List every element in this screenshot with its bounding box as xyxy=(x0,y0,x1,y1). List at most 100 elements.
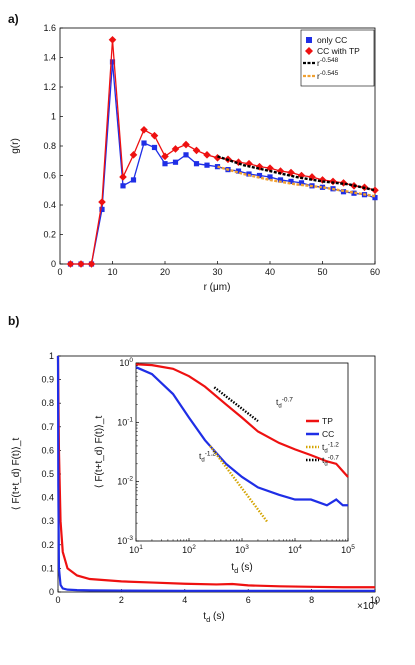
chart-a-ytick-label: 0.8 xyxy=(43,141,56,151)
chart-a-point-only-cc xyxy=(120,183,126,189)
inset-series xyxy=(135,363,349,523)
legend-marker-cc-with-tp xyxy=(305,47,313,55)
chart-b-series xyxy=(56,355,375,592)
chart-b-x-multiplier: ×104 xyxy=(357,600,378,612)
panel-label-b: b) xyxy=(8,314,19,328)
chart-b-xtick-label: 8 xyxy=(309,595,314,605)
chart-a-point-cc-with-tp xyxy=(287,168,295,177)
chart-a-point-cc-with-tp xyxy=(140,125,148,134)
chart-a-point-only-cc xyxy=(99,206,105,213)
chart-a-point-cc-with-tp xyxy=(98,198,106,206)
chart-a-point-cc-with-tp xyxy=(203,151,211,159)
chart-a-point-only-cc xyxy=(298,180,305,186)
chart-b-ytick-label: 0 xyxy=(49,587,54,597)
chart-b-inset: 101 102 103 104 105 10-3 10-2 10-1 100 td (s) ⟨ … xyxy=(94,357,355,575)
chart-a-point-cc-with-tp xyxy=(129,151,138,159)
chart-b-xtick-label: 10 xyxy=(370,595,380,605)
chart-a-point-only-cc xyxy=(319,184,326,190)
inset-xtick-label: 105 xyxy=(341,544,355,555)
inset-xlabel: td (s) xyxy=(231,562,252,575)
chart-a-xtick-label: 20 xyxy=(160,267,170,277)
chart-a-point-cc-with-tp xyxy=(119,173,127,181)
inset-ylabel: ⟨ F(t+t_d) F(t)⟩_t xyxy=(94,416,105,489)
inset-annotation-td-07: td-0.7 xyxy=(276,397,293,410)
chart-a-series-r-0-545 xyxy=(217,165,376,198)
chart-a-point-cc-with-tp xyxy=(192,146,201,155)
chart-b-ytick-label: 0.6 xyxy=(41,445,54,455)
chart-a-point-only-cc xyxy=(193,161,200,167)
chart-b-ytick-label: 1 xyxy=(49,351,54,361)
chart-a-ytick-label: 1.2 xyxy=(43,82,56,92)
chart-a: 0 10 20 30 40 50 60 0 0.2 0.4 0.6 0.8 1 1.2 1.4 1.6 r (… xyxy=(10,23,380,293)
inset-legend-label-tp: TP xyxy=(322,416,333,426)
chart-a-xtick-label: 40 xyxy=(265,267,275,277)
chart-a-point-cc-with-tp xyxy=(171,145,180,153)
chart-a-point-only-cc xyxy=(351,190,357,196)
chart-a-point-cc-with-tp xyxy=(108,36,117,44)
inset-annotation-td-12: td-1.2 xyxy=(199,451,216,464)
chart-a-point-only-cc xyxy=(256,172,263,179)
chart-a-ticks: 0 10 20 30 40 50 60 0 0.2 0.4 0.6 0.8 1 1.2 1.4 1.6 xyxy=(43,23,380,277)
chart-a-point-cc-with-tp xyxy=(276,167,285,175)
inset-ytick-label: 10-3 xyxy=(117,535,133,546)
chart-a-point-cc-with-tp xyxy=(297,171,306,180)
chart-a-point-only-cc xyxy=(204,162,210,168)
chart-a-ylabel: g(r) xyxy=(10,138,21,154)
chart-a-point-only-cc xyxy=(109,59,116,65)
chart-a-xtick-label: 0 xyxy=(57,267,62,277)
panel-label-a: a) xyxy=(8,12,19,26)
chart-b-xtick-label: 0 xyxy=(55,595,60,605)
inset-ytick-label: 10-2 xyxy=(117,476,133,487)
chart-a-point-cc-with-tp xyxy=(66,260,75,268)
chart-b-series-tp xyxy=(56,355,375,589)
chart-a-point-cc-with-tp xyxy=(150,131,159,140)
chart-b-ytick-label: 0.7 xyxy=(41,422,54,432)
inset-series-cc xyxy=(135,366,348,507)
inset-series-tp xyxy=(135,363,349,478)
chart-a-ytick-label: 1 xyxy=(51,112,56,122)
chart-a-point-only-cc xyxy=(151,144,158,151)
legend-label-cc-with-tp: CC with TP xyxy=(317,46,360,56)
chart-b-ytick-label: 0.1 xyxy=(41,563,54,573)
chart-b-xtick-label: 4 xyxy=(182,595,187,605)
chart-a-point-only-cc xyxy=(288,178,294,184)
chart-a-point-only-cc xyxy=(267,174,273,180)
chart-a-point-only-cc xyxy=(141,140,147,146)
chart-b-ylabel: ⟨ F(t+t_d) F(t)⟩_t xyxy=(11,438,22,511)
inset-xtick-label: 101 xyxy=(129,544,143,555)
chart-a-ytick-label: 1.4 xyxy=(43,53,56,63)
chart-a-ytick-label: 0.4 xyxy=(43,200,56,210)
chart-b-ytick-label: 0.9 xyxy=(41,375,54,385)
chart-a-xtick-label: 60 xyxy=(370,267,380,277)
chart-a-point-cc-with-tp xyxy=(182,140,190,149)
chart-a-series xyxy=(66,36,379,268)
chart-b-series-cc xyxy=(56,355,375,592)
inset-legend-label-td-12: td-1.2 xyxy=(322,442,339,455)
inset-series-t-d-1-2 xyxy=(209,445,269,523)
legend-marker-only-cc xyxy=(306,37,312,43)
chart-a-series-r-0-548 xyxy=(217,155,376,192)
chart-a-point-only-cc xyxy=(130,177,137,183)
inset-legend: TP CC td-1.2 td-0.7 xyxy=(306,416,339,468)
chart-b-ytick-label: 0.2 xyxy=(41,540,54,550)
chart-a-ytick-label: 1.6 xyxy=(43,23,56,33)
chart-b-ytick-label: 0.5 xyxy=(41,469,54,479)
chart-a-point-cc-with-tp xyxy=(371,186,379,195)
inset-ticks: 101 102 103 104 105 10-3 10-2 10-1 100 xyxy=(117,357,355,555)
inset-series-t-d-0-7 xyxy=(213,386,259,423)
chart-a-xtick-label: 30 xyxy=(212,267,222,277)
inset-ytick-label: 10-1 xyxy=(117,416,133,427)
inset-ytick-label: 100 xyxy=(119,357,133,368)
chart-a-xtick-label: 50 xyxy=(317,267,327,277)
chart-a-point-only-cc xyxy=(183,152,189,158)
chart-a-point-only-cc xyxy=(172,159,179,165)
chart-a-xlabel: r (μm) xyxy=(204,282,231,293)
inset-xtick-label: 103 xyxy=(235,544,249,555)
chart-a-ytick-label: 0 xyxy=(51,259,56,269)
chart-b-xlabel: td (s) xyxy=(203,611,224,624)
chart-a-point-only-cc xyxy=(162,161,168,167)
inset-legend-label-td-07: td-0.7 xyxy=(322,455,339,468)
chart-a-point-cc-with-tp xyxy=(77,260,85,268)
